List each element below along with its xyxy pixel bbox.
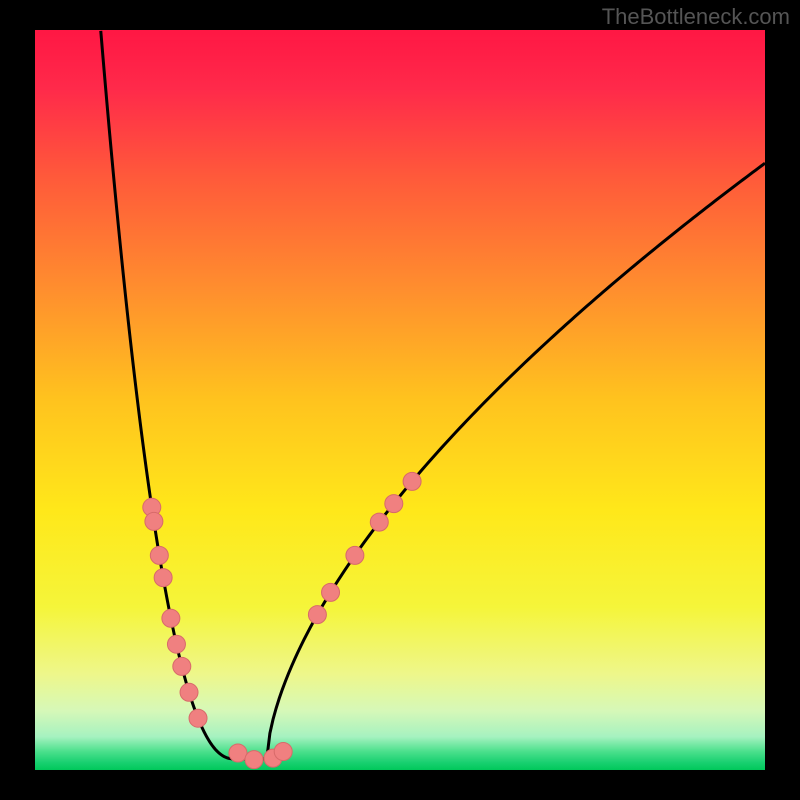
data-marker <box>180 683 198 701</box>
data-marker <box>308 606 326 624</box>
data-marker <box>370 513 388 531</box>
data-marker <box>229 744 247 762</box>
data-marker <box>385 495 403 513</box>
data-marker <box>346 546 364 564</box>
bottleneck-chart <box>0 0 800 800</box>
data-marker <box>274 743 292 761</box>
data-marker <box>162 609 180 627</box>
data-marker <box>167 635 185 653</box>
data-marker <box>245 751 263 769</box>
data-marker <box>173 657 191 675</box>
chart-gradient-background <box>35 30 765 770</box>
data-marker <box>150 546 168 564</box>
data-marker <box>322 583 340 601</box>
data-marker <box>154 569 172 587</box>
data-marker <box>145 512 163 530</box>
data-marker <box>189 709 207 727</box>
watermark-text: TheBottleneck.com <box>602 4 790 30</box>
data-marker <box>403 472 421 490</box>
